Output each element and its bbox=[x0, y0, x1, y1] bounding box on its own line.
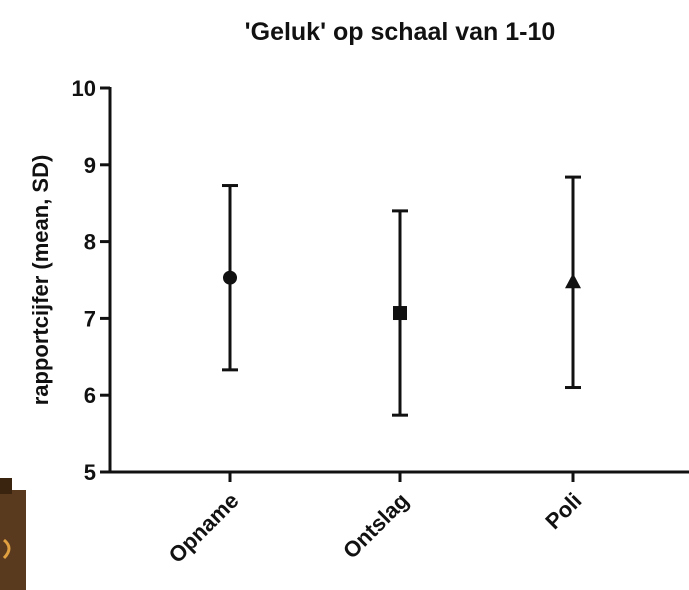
marker bbox=[565, 273, 581, 289]
marker bbox=[393, 306, 407, 321]
y-axis-label: rapportcijfer (mean, SD) bbox=[28, 155, 53, 406]
y-tick-label: 8 bbox=[84, 230, 96, 255]
y-tick-label: 5 bbox=[84, 460, 96, 485]
y-tick-label: 9 bbox=[84, 153, 96, 178]
marker bbox=[223, 270, 237, 285]
y-tick-label: 6 bbox=[84, 383, 96, 408]
x-tick-label: Poli bbox=[540, 488, 586, 534]
y-tick-label: 7 bbox=[84, 306, 96, 331]
x-tick-label: Ontslag bbox=[338, 488, 414, 564]
chart-title: 'Geluk' op schaal van 1-10 bbox=[245, 18, 556, 46]
corner-image bbox=[0, 478, 26, 590]
y-tick-label: 10 bbox=[72, 76, 96, 101]
x-tick-label: Opname bbox=[164, 488, 244, 568]
